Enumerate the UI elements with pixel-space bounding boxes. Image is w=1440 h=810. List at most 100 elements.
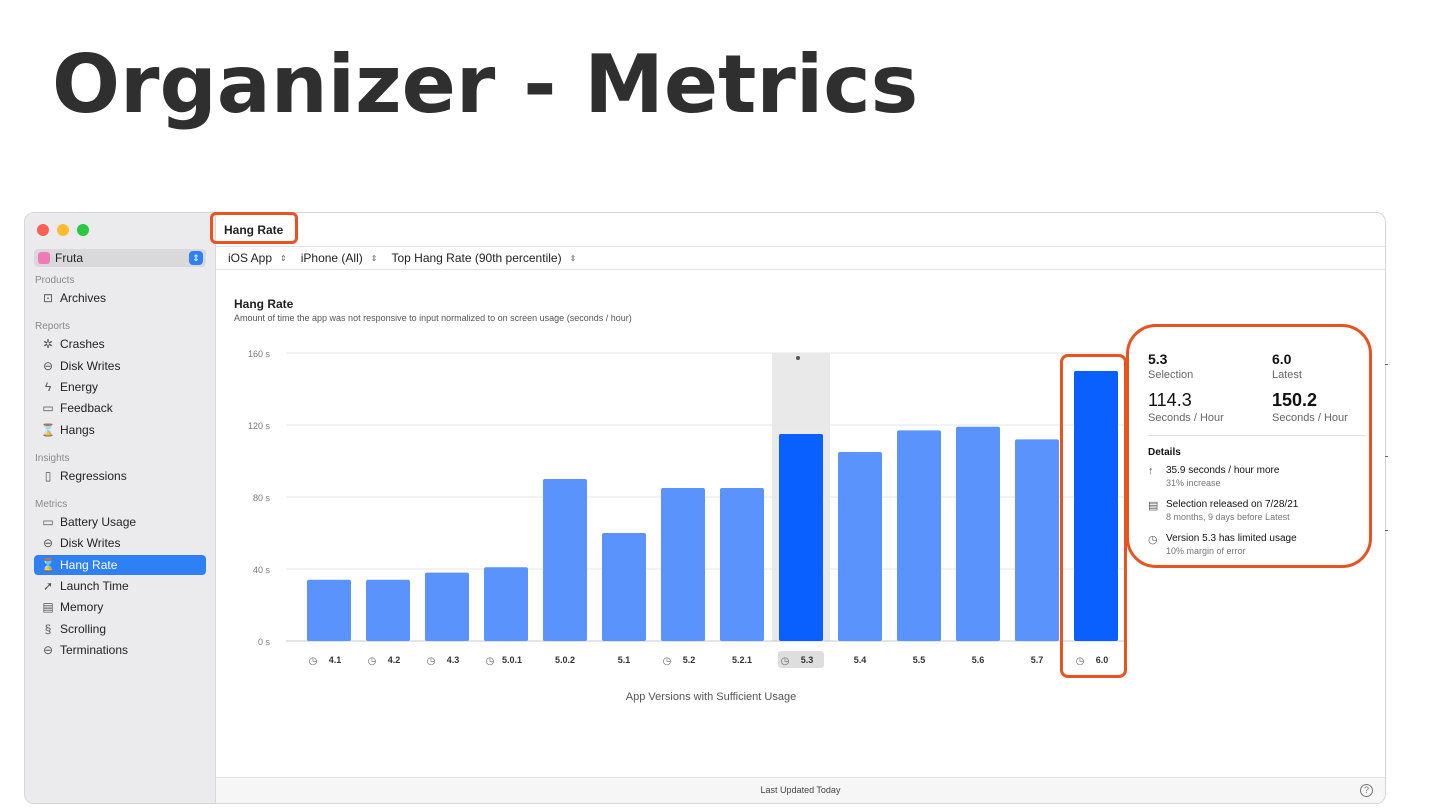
x-tick-6.0[interactable]: ◷ 6.0 xyxy=(1076,655,1109,667)
window-controls xyxy=(37,224,89,236)
chart-bars-icon: ▯ xyxy=(44,468,52,483)
bar-5.0.1[interactable] xyxy=(484,567,528,641)
bar-5.2[interactable] xyxy=(661,488,705,641)
sidebar: Fruta ⇕ Products ⊡ Archives Reports ✲ Crashes… xyxy=(25,213,216,803)
sidebar-item-crashes[interactable]: ✲ Crashes xyxy=(34,334,206,354)
bar-5.1[interactable] xyxy=(602,533,646,641)
rocket-icon: ➚ xyxy=(42,579,54,593)
detail-row-release: ▤ Selection released on 7/28/21 8 months,… xyxy=(1148,499,1299,522)
x-tick-4.1[interactable]: ◷ 4.1 xyxy=(309,655,342,667)
y-tick-label: 40 s xyxy=(253,565,271,575)
sidebar-item-regressions[interactable]: ▯ Regressions xyxy=(34,466,206,486)
x-tick-5.1[interactable]: 5.1 xyxy=(618,655,631,665)
sidebar-item-disk-writes[interactable]: ⊖ Disk Writes xyxy=(34,356,206,376)
limited-usage-icon: ◷ xyxy=(427,656,436,667)
app-selector[interactable]: Fruta ⇕ xyxy=(34,249,206,267)
x-tick-4.3[interactable]: ◷ 4.3 xyxy=(427,655,460,667)
x-tick-5.3[interactable]: ◷ 5.3 xyxy=(781,655,814,667)
x-tick-label: 5.4 xyxy=(854,655,867,665)
bar-4.3[interactable] xyxy=(425,572,469,641)
x-axis-label: App Versions with Sufficient Usage xyxy=(625,691,797,703)
x-tick-5.6[interactable]: 5.6 xyxy=(972,655,985,665)
sidebar-item-energy[interactable]: ϟ Energy xyxy=(34,377,206,397)
x-tick-label: 5.2 xyxy=(683,655,696,665)
zoom-window-button[interactable] xyxy=(77,224,89,236)
hourglass-icon: ⌛ xyxy=(40,422,56,437)
divider xyxy=(1148,435,1366,436)
highlight-hang-rate-tab xyxy=(210,212,298,244)
x-tick-4.2[interactable]: ◷ 4.2 xyxy=(368,655,401,667)
sidebar-item-launch-time[interactable]: ➚ Launch Time xyxy=(34,576,206,596)
sidebar-section-label: Reports xyxy=(35,321,71,333)
chevron-up-down-icon: ⇕ xyxy=(569,253,577,263)
limited-usage-icon: ◷ xyxy=(309,656,318,667)
sidebar-item-label: Archives xyxy=(60,291,107,305)
x-tick-5.4[interactable]: 5.4 xyxy=(854,655,867,665)
sidebar-item-scrolling[interactable]: § Scrolling xyxy=(34,619,206,639)
sidebar-item-label: Crashes xyxy=(60,337,105,352)
latest-unit: Seconds / Hour xyxy=(1272,412,1348,424)
minus-circle-icon: ⊖ xyxy=(42,642,54,657)
sidebar-item-label: Battery Usage xyxy=(60,515,137,530)
bar-4.2[interactable] xyxy=(366,579,410,641)
latest-label: Latest xyxy=(1272,369,1302,381)
x-tick-5.7[interactable]: 5.7 xyxy=(1031,655,1044,665)
bar-5.5[interactable] xyxy=(897,430,941,641)
hourglass-icon: ⌛ xyxy=(40,557,56,572)
bar-5.0.2[interactable] xyxy=(543,479,587,641)
chart-subtitle: Amount of time the app was not responsiv… xyxy=(234,313,632,323)
sidebar-item-battery-usage[interactable]: ▭ Battery Usage xyxy=(34,512,206,532)
crash-icon: ✲ xyxy=(42,337,54,352)
bar-6.0[interactable] xyxy=(1074,371,1118,641)
x-tick-5.0.2[interactable]: 5.0.2 xyxy=(555,655,575,665)
selection-label: Selection xyxy=(1148,369,1194,381)
bar-5.3[interactable] xyxy=(779,434,823,641)
latest-version: 6.0 xyxy=(1272,351,1292,367)
device-filter[interactable]: iPhone (All) ⇕ xyxy=(300,251,378,265)
edge-tick xyxy=(1385,456,1388,457)
bar-5.6[interactable] xyxy=(956,426,1000,641)
help-icon[interactable]: ? xyxy=(1360,784,1373,797)
bar-4.1[interactable] xyxy=(307,579,351,641)
sidebar-item-label: Hang Rate xyxy=(60,557,118,572)
sidebar-item-archives[interactable]: ⊡ Archives xyxy=(34,288,206,308)
sidebar-item-feedback[interactable]: ▭ Feedback xyxy=(34,398,206,418)
x-tick-label: 5.0.1 xyxy=(502,655,522,665)
calendar-icon: ▤ xyxy=(1148,500,1159,512)
y-tick-label: 0 s xyxy=(258,637,271,647)
close-window-button[interactable] xyxy=(37,224,49,236)
sidebar-item-terminations[interactable]: ⊖ Terminations xyxy=(34,640,206,660)
minimize-window-button[interactable] xyxy=(57,224,69,236)
bar-5.4[interactable] xyxy=(838,452,882,641)
disk-icon: ⊖ xyxy=(42,358,54,373)
x-tick-5.2[interactable]: ◷ 5.2 xyxy=(663,655,696,667)
speech-bubble-icon: ▭ xyxy=(42,401,54,416)
sidebar-item-disk-writes[interactable]: ⊖ Disk Writes xyxy=(34,533,206,553)
sidebar-item-hangs[interactable]: ⌛ Hangs xyxy=(34,420,206,440)
bolt-icon: ϟ xyxy=(44,379,52,394)
archive-icon: ⊡ xyxy=(42,291,54,305)
x-tick-label: 5.7 xyxy=(1031,655,1044,665)
highlight-latest-bar xyxy=(1060,354,1127,678)
platform-filter[interactable]: iOS App ⇕ xyxy=(228,251,287,265)
percentile-filter[interactable]: Top Hang Rate (90th percentile) ⇕ xyxy=(391,251,577,265)
bar-5.7[interactable] xyxy=(1015,439,1059,641)
selection-unit: Seconds / Hour xyxy=(1148,412,1224,424)
x-tick-5.0.1[interactable]: ◷ 5.0.1 xyxy=(486,655,522,667)
x-tick-label: 5.3 xyxy=(801,655,814,665)
limited-usage-icon: ◷ xyxy=(1076,656,1085,667)
memory-icon: ▤ xyxy=(42,600,54,615)
selection-version: 5.3 xyxy=(1148,351,1168,367)
sidebar-section-label: Products xyxy=(35,275,75,286)
x-tick-5.2.1[interactable]: 5.2.1 xyxy=(732,655,752,665)
chevron-up-down-icon: ⇕ xyxy=(189,251,203,265)
sidebar-item-hang-rate[interactable]: ⌛ Hang Rate xyxy=(34,554,206,575)
sidebar-section-label: Insights xyxy=(35,452,70,464)
sidebar-item-memory[interactable]: ▤ Memory xyxy=(34,597,206,617)
battery-icon: ▭ xyxy=(42,515,54,530)
bar-5.2.1[interactable] xyxy=(720,488,764,641)
x-tick-label: 6.0 xyxy=(1096,655,1109,665)
toolbar-title: Hang Rate xyxy=(224,223,284,237)
x-tick-5.5[interactable]: 5.5 xyxy=(913,655,926,665)
x-tick-label: 5.5 xyxy=(913,655,926,665)
